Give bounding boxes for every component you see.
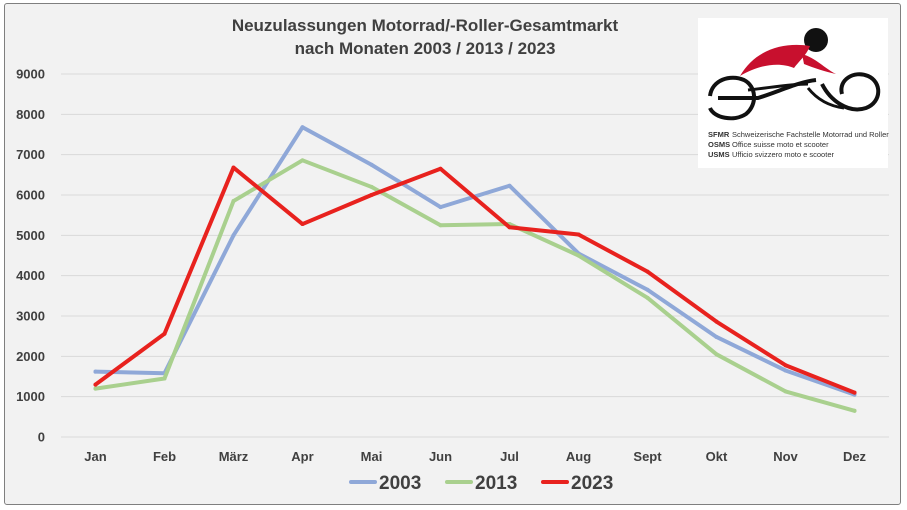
data-point-2013 (93, 386, 98, 391)
x-tick-label: Nov (773, 449, 798, 464)
y-tick-label: 7000 (16, 147, 45, 162)
data-point-2013 (300, 158, 305, 163)
x-tick-label: Jul (500, 449, 519, 464)
x-tick-label: Sept (633, 449, 662, 464)
data-point-2013 (783, 389, 788, 394)
x-tick-label: März (219, 449, 249, 464)
x-tick-label: Apr (291, 449, 313, 464)
data-point-2013 (645, 295, 650, 300)
data-point-2023 (507, 225, 512, 230)
chart-frame: 0 1000 2000 3000 4000 5000 6000 7000 8000 9000 Jan… (4, 3, 901, 505)
data-point-2003 (231, 233, 236, 238)
x-tick-label: Feb (153, 449, 176, 464)
sfmr-logo: SFMR Schweizerische Fachstelle Motorrad u… (698, 18, 889, 168)
legend-label-2023: 2023 (571, 473, 613, 494)
logo-line-osms: OSMS Office suisse moto et scooter (708, 140, 829, 149)
y-tick-label: 9000 (16, 67, 45, 82)
logo-line-usms: USMS Ufficio svizzero moto e scooter (708, 150, 834, 159)
chart-title-line-2: nach Monaten 2003 / 2013 / 2023 (294, 39, 556, 58)
data-point-2013 (162, 376, 167, 381)
motorcycle-logo-icon (708, 28, 881, 121)
data-point-2013 (714, 352, 719, 357)
data-point-2003 (783, 368, 788, 373)
y-tick-label: 3000 (16, 309, 45, 324)
line-chart: 0 1000 2000 3000 4000 5000 6000 7000 8000 9000 Jan… (16, 67, 889, 494)
legend-label-2013: 2013 (475, 473, 517, 494)
x-tick-label: Jan (84, 449, 106, 464)
data-point-2013 (852, 408, 857, 413)
data-point-2003 (714, 334, 719, 339)
data-point-2023 (852, 390, 857, 395)
data-point-2013 (369, 184, 374, 189)
x-tick-label: Aug (566, 449, 591, 464)
data-point-2023 (645, 269, 650, 274)
y-tick-label: 5000 (16, 228, 45, 243)
y-tick-label: 8000 (16, 107, 45, 122)
data-point-2003 (300, 125, 305, 130)
chart-title-line-1: Neuzulassungen Motorrad/-Roller-Gesamtma… (231, 16, 619, 35)
data-point-2003 (645, 287, 650, 292)
data-point-2023 (783, 363, 788, 368)
x-tick-label: Mai (361, 449, 383, 464)
data-point-2023 (93, 382, 98, 387)
x-tick-label: Jun (429, 449, 452, 464)
chart-title: Neuzulassungen Motorrad/-Roller-Gesamtma… (185, 14, 665, 60)
series-line-2013 (93, 158, 857, 413)
x-tick-label: Okt (706, 449, 728, 464)
data-point-2023 (162, 331, 167, 336)
data-point-2013 (231, 199, 236, 204)
data-point-2003 (507, 183, 512, 188)
data-point-2023 (369, 193, 374, 197)
data-point-2003 (369, 162, 374, 167)
data-point-2003 (438, 205, 443, 210)
y-tick-label: 6000 (16, 188, 45, 203)
data-point-2023 (231, 165, 236, 170)
data-point-2023 (714, 319, 719, 324)
y-tick-label: 1000 (16, 389, 45, 404)
data-point-2003 (93, 369, 98, 374)
data-point-2013 (438, 223, 443, 228)
series-line-2023 (93, 165, 857, 395)
y-tick-label: 0 (38, 430, 45, 445)
y-tick-label: 2000 (16, 349, 45, 364)
y-tick-label: 4000 (16, 268, 45, 283)
data-point-2023 (438, 166, 443, 171)
legend-label-2003: 2003 (379, 473, 421, 494)
x-tick-label: Dez (843, 449, 867, 464)
logo-line-sfmr: SFMR Schweizerische Fachstelle Motorrad u… (708, 130, 889, 139)
data-point-2023 (576, 232, 581, 237)
data-point-2013 (576, 253, 581, 258)
data-point-2023 (300, 222, 305, 227)
